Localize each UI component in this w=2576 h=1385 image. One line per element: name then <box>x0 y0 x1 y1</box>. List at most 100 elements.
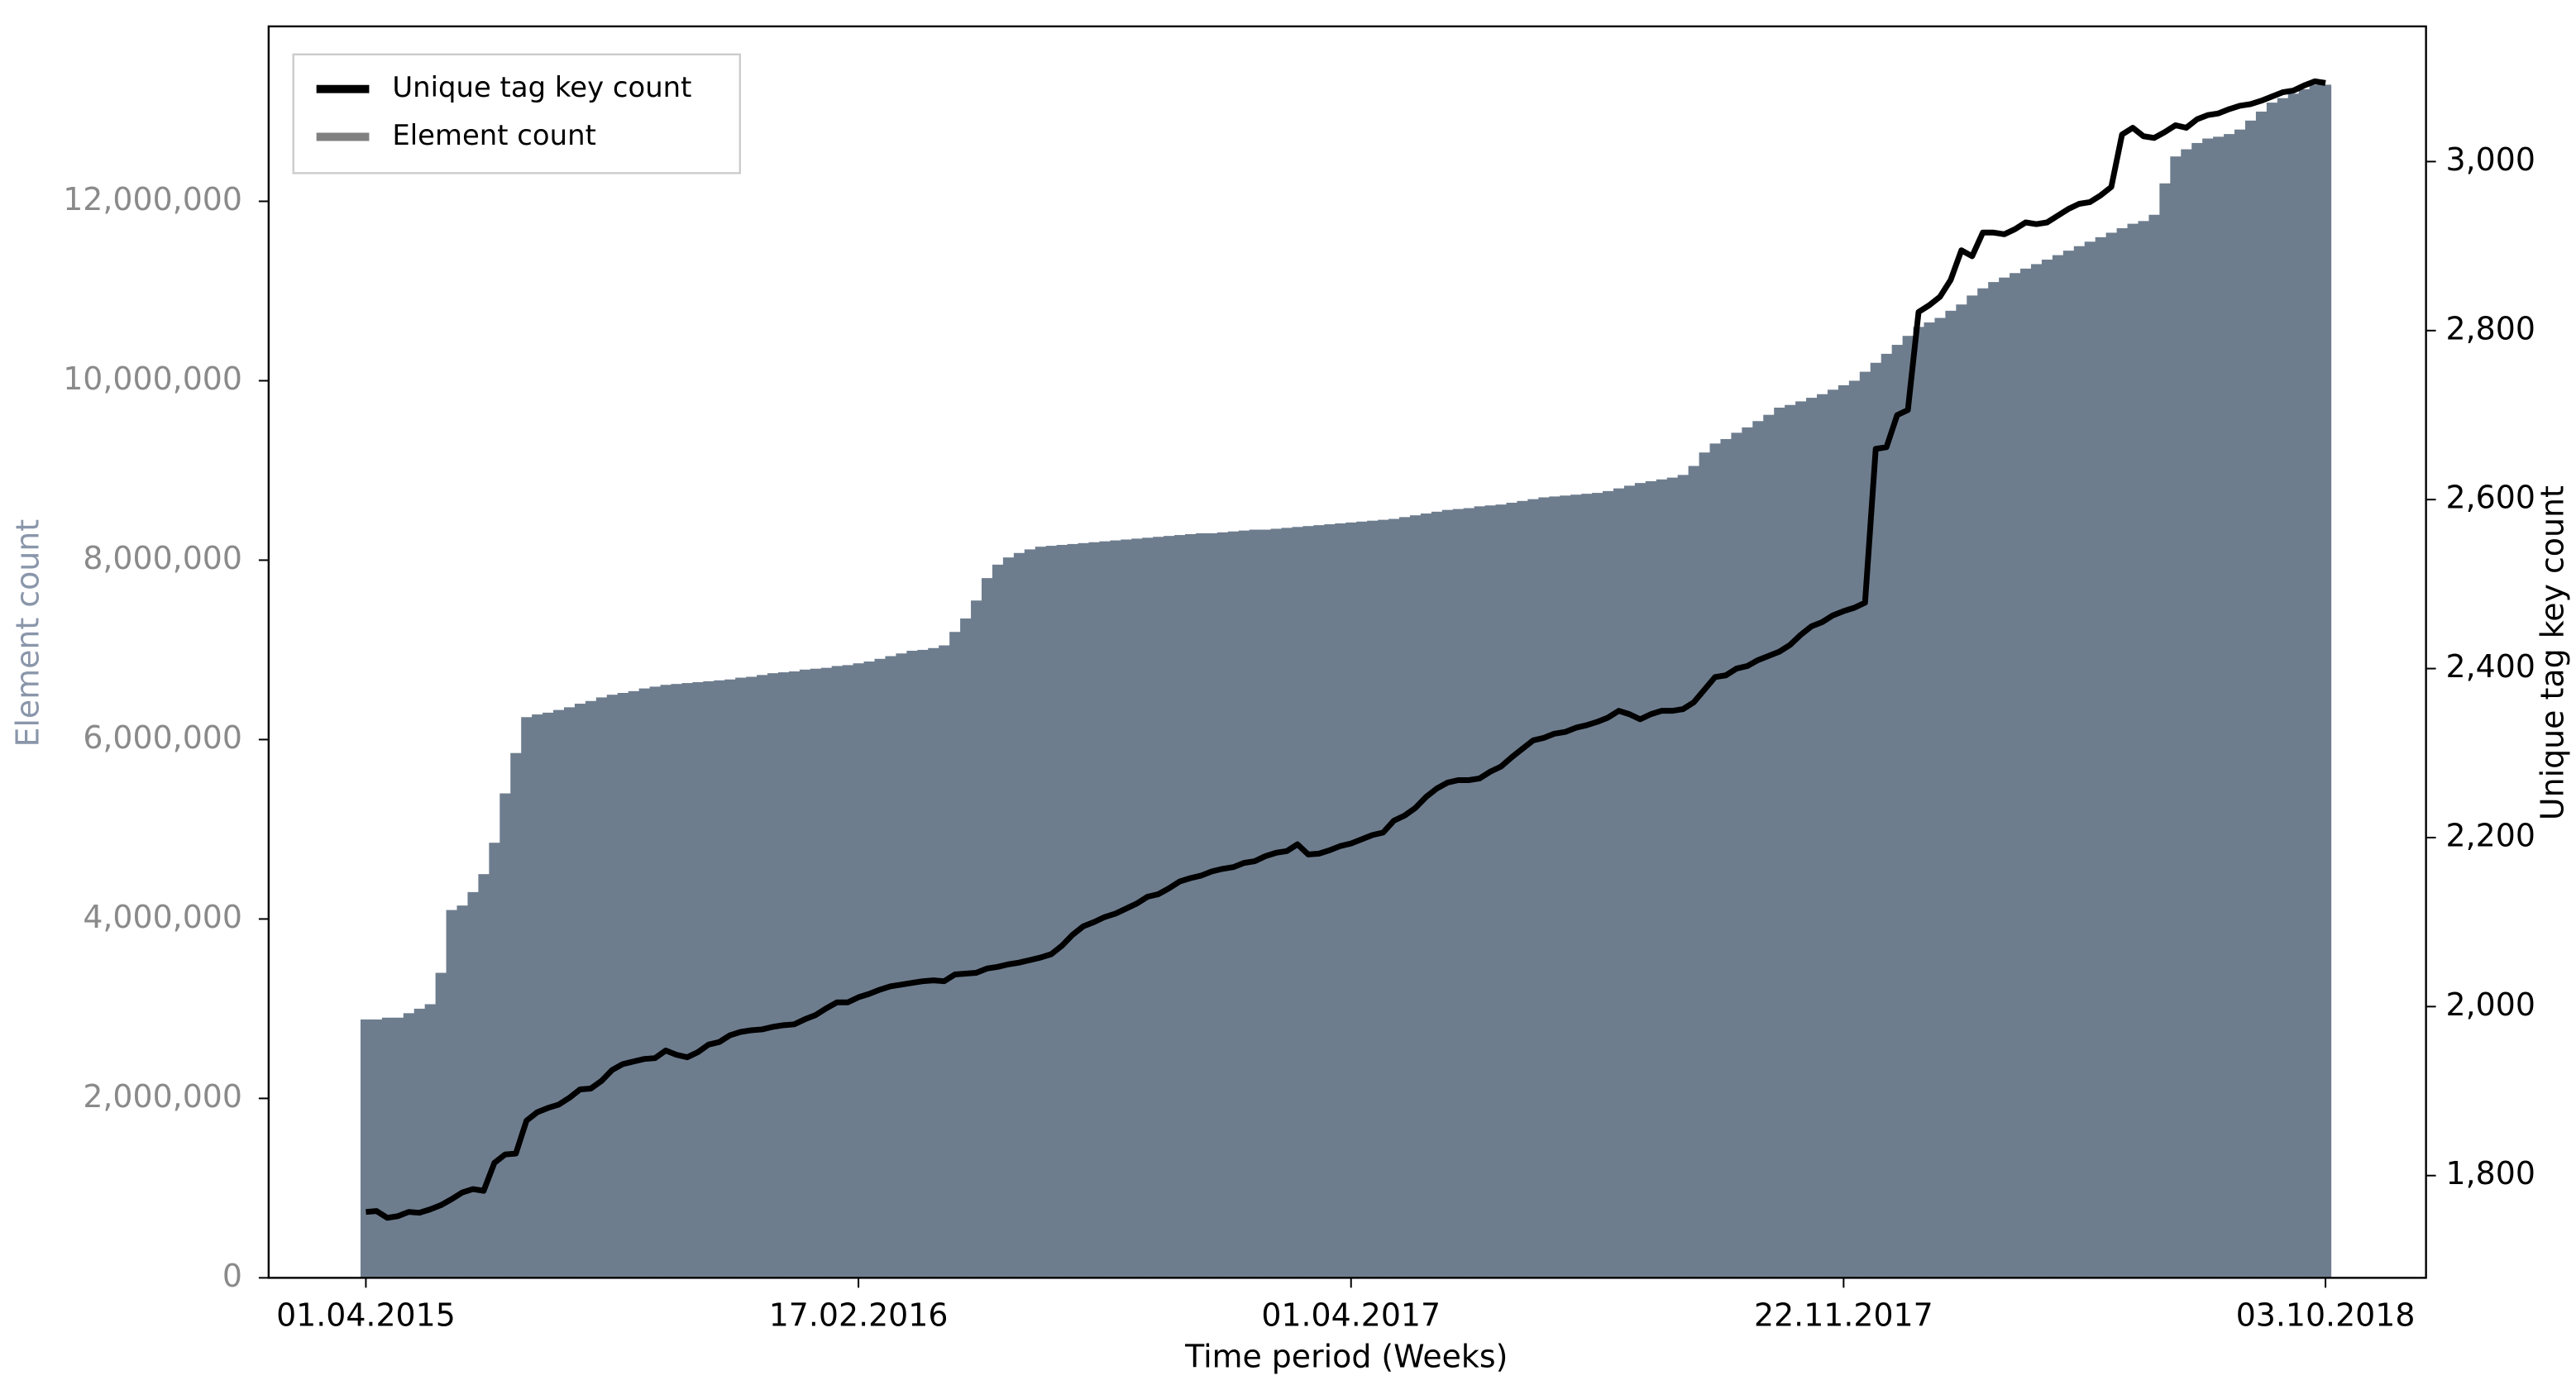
bar <box>960 618 972 1278</box>
bar <box>1216 532 1229 1278</box>
bar <box>1870 362 1882 1278</box>
bar <box>1967 295 1978 1278</box>
bar <box>628 690 640 1278</box>
bar <box>928 647 939 1278</box>
bar <box>1420 513 1432 1278</box>
bar <box>1206 533 1218 1278</box>
y2-tick-label: 2,600 <box>2446 480 2535 516</box>
bar <box>435 972 447 1278</box>
bar <box>1881 353 1893 1278</box>
bar <box>1056 544 1068 1278</box>
bar <box>2266 103 2278 1278</box>
bar <box>574 704 586 1278</box>
y-tick-label: 10,000,000 <box>63 361 242 397</box>
bar <box>2320 84 2332 1278</box>
bar <box>638 688 651 1278</box>
bar <box>381 1017 394 1278</box>
bar <box>446 910 458 1278</box>
bar <box>1164 536 1175 1278</box>
y2-axis-label: Unique tag key count <box>2535 485 2571 820</box>
bar <box>392 1017 404 1278</box>
bar <box>1785 404 1796 1278</box>
bar <box>939 645 950 1278</box>
bar <box>606 695 619 1278</box>
bar <box>906 651 918 1278</box>
bar <box>949 632 961 1278</box>
bar <box>467 891 479 1278</box>
bar <box>2298 88 2311 1278</box>
bar <box>2148 214 2160 1278</box>
bar <box>1549 496 1560 1278</box>
bar <box>1313 525 1325 1278</box>
bar <box>1902 336 1914 1278</box>
bar <box>971 600 982 1278</box>
bar <box>2020 268 2032 1278</box>
bar <box>1623 485 1636 1278</box>
bar <box>403 1013 415 1278</box>
bar <box>896 653 907 1278</box>
bar <box>1388 518 1400 1278</box>
bar <box>1645 480 1657 1278</box>
bar <box>746 676 758 1278</box>
bar <box>553 709 565 1278</box>
bar <box>2138 221 2150 1278</box>
bar <box>1956 304 1967 1278</box>
bar <box>2287 93 2300 1278</box>
bar <box>532 714 543 1278</box>
bar <box>1506 503 1518 1278</box>
bar <box>360 1019 372 1278</box>
y-tick-label: 12,000,000 <box>63 181 242 217</box>
bar <box>724 679 736 1278</box>
bar <box>2095 236 2107 1278</box>
bar <box>649 686 662 1278</box>
bar <box>831 666 844 1278</box>
bar <box>1067 543 1079 1278</box>
bar <box>1924 322 1936 1278</box>
bar <box>1078 542 1090 1278</box>
bar <box>1345 522 1357 1278</box>
bar <box>510 752 522 1278</box>
bar <box>1603 490 1614 1278</box>
bar <box>2277 98 2289 1278</box>
bar <box>1774 408 1785 1278</box>
bar <box>1838 384 1850 1278</box>
bar <box>703 681 714 1278</box>
bar <box>1131 538 1143 1278</box>
bar <box>1238 530 1250 1278</box>
bar <box>2073 246 2086 1278</box>
bar <box>2116 228 2129 1278</box>
bar <box>1002 557 1015 1278</box>
bar <box>788 671 801 1278</box>
bar <box>1088 542 1101 1278</box>
bar <box>595 697 608 1278</box>
bar <box>1398 517 1411 1278</box>
bar <box>1731 432 1742 1278</box>
bar <box>1517 500 1528 1278</box>
bar <box>1378 519 1389 1278</box>
bar <box>2255 111 2268 1278</box>
bar <box>1142 537 1154 1278</box>
bar <box>1045 546 1058 1278</box>
y2-tick-label: 3,000 <box>2446 141 2535 178</box>
bar <box>1817 394 1828 1278</box>
bar <box>1592 493 1603 1278</box>
bar <box>617 693 629 1278</box>
bar <box>842 665 854 1278</box>
bar <box>1891 345 1904 1278</box>
bar <box>1431 511 1443 1278</box>
bar <box>917 649 929 1278</box>
y-tick-label: 8,000,000 <box>83 540 242 576</box>
bar <box>413 1008 426 1278</box>
bar <box>2202 138 2214 1278</box>
bar <box>692 681 704 1278</box>
bar <box>2084 241 2096 1278</box>
bar <box>424 1004 437 1278</box>
bar <box>542 712 554 1278</box>
bar <box>1699 452 1711 1278</box>
bar <box>1024 549 1036 1278</box>
bar <box>585 700 597 1278</box>
bar <box>1495 504 1508 1278</box>
bar <box>820 667 833 1278</box>
bar <box>1292 527 1304 1278</box>
bar <box>1367 520 1379 1278</box>
